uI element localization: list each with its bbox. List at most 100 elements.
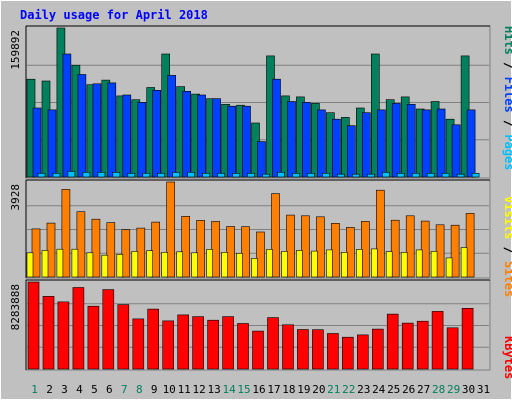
x-tick-day-27: 27 [417, 383, 430, 396]
x-tick-day-4: 4 [76, 383, 83, 396]
bar-pages-day-23 [366, 173, 375, 178]
bar-files-day-20 [317, 109, 326, 178]
bar-visits-day-26 [405, 215, 415, 278]
bar-files-day-24 [376, 109, 386, 178]
bar-files-day-18 [287, 101, 296, 178]
bar-sites-day-20 [311, 250, 318, 278]
x-tick-day-17: 17 [267, 383, 280, 396]
bar-pages-day-4 [82, 172, 91, 178]
bar-pages-day-6 [112, 172, 121, 178]
bar-sites-day-24 [370, 248, 378, 278]
bar-pages-day-13 [217, 173, 225, 178]
bar-kbytes-day-26 [401, 322, 414, 370]
bar-files-day-22 [346, 125, 356, 178]
x-tick-day-6: 6 [106, 383, 113, 396]
bar-files-day-14 [227, 105, 236, 178]
bar-kbytes-day-24 [371, 328, 384, 370]
bar-files-day-3 [62, 53, 72, 178]
bar-pages-day-24 [381, 172, 390, 178]
series-kbytes [27, 281, 474, 370]
bar-kbytes-day-20 [312, 329, 324, 370]
bar-pages-day-17 [277, 172, 285, 178]
bar-visits-day-19 [301, 215, 310, 278]
bar-kbytes-day-10 [162, 320, 174, 370]
bar-kbytes-day-12 [192, 316, 204, 370]
bar-visits-day-4 [76, 211, 86, 278]
bar-pages-day-14 [232, 173, 240, 178]
bar-pages-day-27 [426, 173, 435, 178]
bar-sites-day-1 [26, 252, 34, 278]
x-tick-day-23: 23 [357, 383, 370, 396]
bar-sites-day-17 [266, 249, 273, 278]
bar-files-day-8 [137, 102, 147, 178]
x-tick-day-14: 14 [222, 383, 236, 396]
bar-pages-day-7 [127, 173, 136, 178]
bar-sites-day-4 [71, 248, 79, 278]
legend-part: Hits [502, 26, 512, 55]
bar-sites-day-15 [236, 253, 243, 278]
bar-files-day-19 [302, 102, 311, 178]
bar-kbytes-day-6 [102, 289, 115, 370]
bar-kbytes-day-11 [177, 314, 189, 370]
bar-visits-day-2 [46, 222, 56, 278]
bar-kbytes-day-17 [267, 317, 279, 370]
bar-files-day-5 [92, 83, 102, 178]
bar-pages-day-30 [471, 173, 480, 178]
x-tick-day-11: 11 [178, 383, 191, 396]
right-label-kbytes: KBytes [502, 336, 512, 379]
bar-visits-day-27 [420, 220, 430, 278]
y-max-label-hits-files-pages: 159892 [9, 30, 22, 70]
bar-visits-day-9 [151, 221, 160, 278]
bar-files-day-2 [47, 109, 57, 178]
panel-hits-files-pages: 159892 [9, 25, 491, 179]
bar-pages-day-2 [52, 173, 61, 178]
bar-files-day-17 [272, 78, 281, 178]
bar-files-day-25 [391, 103, 401, 178]
bar-kbytes-day-5 [87, 305, 100, 370]
legend-part: / [502, 113, 512, 135]
bar-kbytes-day-3 [57, 301, 70, 370]
x-tick-day-30: 30 [462, 383, 475, 396]
x-tick-day-31: 31 [477, 383, 490, 396]
bar-pages-day-11 [187, 172, 195, 178]
bar-sites-day-8 [131, 251, 139, 278]
x-tick-day-13: 13 [207, 383, 220, 396]
x-tick-day-20: 20 [312, 383, 325, 396]
bar-kbytes-day-25 [386, 313, 399, 370]
x-tick-day-29: 29 [447, 383, 460, 396]
bar-files-day-16 [257, 141, 266, 178]
bar-pages-day-28 [441, 173, 450, 178]
bar-visits-day-30 [465, 213, 475, 278]
legend-part: Visits [502, 196, 512, 239]
bar-pages-day-1 [37, 173, 46, 178]
bar-sites-day-25 [385, 251, 393, 278]
chart-panels: 159892 3928 8283888 [9, 25, 491, 371]
x-tick-day-28: 28 [432, 383, 445, 396]
x-tick-day-7: 7 [121, 383, 128, 396]
bar-pages-day-9 [157, 173, 165, 178]
x-tick-day-10: 10 [163, 383, 176, 396]
bar-kbytes-day-1 [27, 281, 40, 370]
bar-pages-day-16 [262, 173, 270, 178]
bar-sites-day-3 [56, 248, 64, 278]
bar-files-day-13 [212, 98, 221, 178]
bar-visits-day-29 [450, 224, 460, 278]
x-tick-day-9: 9 [151, 383, 158, 396]
bar-kbytes-day-16 [252, 330, 264, 370]
bar-visits-day-17 [271, 193, 280, 278]
bar-pages-day-22 [351, 173, 360, 178]
bar-sites-day-27 [415, 249, 423, 278]
bar-kbytes-day-19 [297, 329, 309, 370]
bar-pages-day-19 [307, 173, 315, 178]
x-tick-day-19: 19 [297, 383, 310, 396]
legend-part: Sites [502, 261, 512, 297]
bar-pages-day-5 [97, 172, 106, 178]
right-label-hits-files-pages: Hits / Files / Pages [502, 26, 512, 171]
bar-sites-day-21 [326, 249, 333, 278]
bar-visits-day-20 [316, 216, 325, 278]
bar-sites-day-30 [460, 247, 468, 278]
bar-files-day-9 [152, 90, 161, 178]
bar-kbytes-day-13 [207, 319, 219, 370]
bar-sites-day-26 [400, 252, 408, 278]
